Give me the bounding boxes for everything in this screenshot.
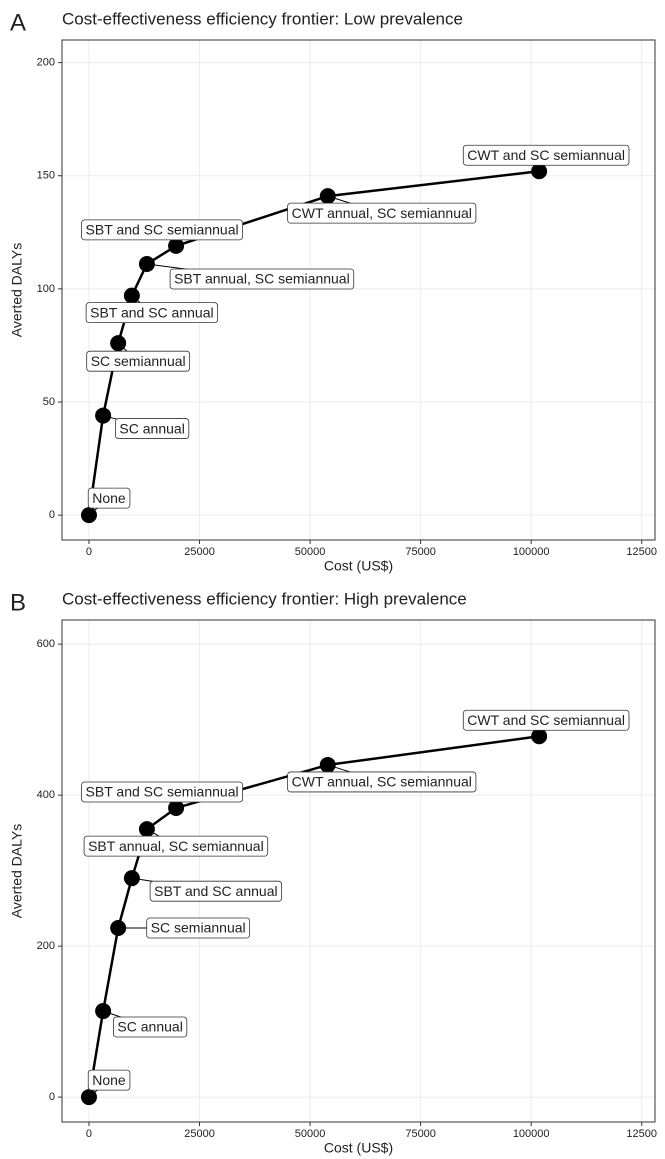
label-box (86, 350, 191, 372)
label-box (287, 771, 477, 793)
point-label: SBT annual, SC semiannual (83, 828, 269, 857)
label-text: CWT annual, SC semiannual (292, 205, 472, 221)
x-tick-label: 50000 (295, 546, 326, 558)
point-label: SBT and SC annual (131, 877, 283, 902)
label-text: CWT and SC semiannual (467, 712, 625, 728)
label-box (83, 835, 269, 857)
label-box (113, 1016, 188, 1038)
x-tick-label: 25000 (184, 546, 215, 558)
panel-letter: A (10, 9, 26, 36)
y-axis-title: Averted DALYs (9, 243, 25, 337)
label-text: SBT and SC annual (154, 883, 278, 899)
label-box (146, 917, 251, 939)
point-label: CWT and SC semiannual (462, 144, 630, 172)
plot-area (62, 40, 655, 540)
x-tick-label: 50000 (295, 1128, 326, 1140)
plot-border (61, 619, 656, 1123)
label-text: None (92, 1072, 126, 1088)
x-tick-label: 12500 (626, 546, 657, 558)
x-tick-label: 0 (86, 1128, 92, 1140)
point-label: SBT annual, SC semiannual (146, 263, 355, 290)
point-label: SBT and SC annual (85, 295, 219, 324)
x-tick-label: 25000 (184, 1128, 215, 1140)
label-text: SBT and SC semiannual (86, 784, 239, 800)
label-text: SC annual (117, 1019, 182, 1035)
label-text: SC semiannual (151, 920, 246, 936)
label-box (462, 709, 630, 731)
point-label: SC annual (102, 415, 190, 439)
y-tick-label: 400 (37, 789, 55, 801)
y-tick-label: 200 (37, 57, 55, 69)
label-box (85, 302, 219, 324)
label-text: SBT and SC annual (90, 304, 214, 320)
label-box (149, 880, 283, 902)
label-box (87, 487, 131, 509)
point-label: None (87, 1069, 131, 1098)
point-label: SBT and SC semiannual (81, 219, 244, 247)
x-tick-label: 100000 (513, 1128, 550, 1140)
y-tick-label: 600 (37, 638, 55, 650)
point-label: CWT annual, SC semiannual (287, 764, 477, 793)
x-tick-label: 100000 (513, 546, 550, 558)
label-text: None (92, 490, 126, 506)
point-label: None (87, 487, 131, 516)
label-text: SBT annual, SC semiannual (88, 838, 264, 854)
y-tick-label: 50 (43, 396, 55, 408)
point-label: SC semiannual (86, 342, 191, 372)
x-tick-label: 75000 (405, 1128, 436, 1140)
label-box (115, 418, 190, 439)
y-axis-title: Averted DALYs (9, 824, 25, 918)
panel-letter: B (10, 589, 26, 616)
label-text: SC annual (119, 420, 184, 436)
y-tick-label: 0 (49, 1091, 55, 1103)
label-text: SBT annual, SC semiannual (174, 271, 350, 287)
x-tick-label: 75000 (405, 546, 436, 558)
chart-title: Cost-effectiveness efficiency frontier: … (62, 589, 467, 608)
y-tick-label: 150 (37, 170, 55, 182)
x-tick-label: 12500 (626, 1128, 657, 1140)
label-text: CWT and SC semiannual (467, 147, 625, 163)
point-label: SC semiannual (118, 917, 251, 939)
label-box (87, 1069, 131, 1091)
label-text: SC semiannual (91, 353, 186, 369)
y-tick-label: 100 (37, 283, 55, 295)
point-label: SC annual (102, 1010, 188, 1038)
label-box (169, 268, 355, 290)
point-label: CWT annual, SC semiannual (287, 195, 477, 224)
plot-border (61, 39, 656, 541)
x-axis-title: Cost (US$) (324, 1140, 393, 1156)
point-label: SBT and SC semiannual (81, 781, 244, 809)
y-tick-label: 0 (49, 509, 55, 521)
y-tick-label: 200 (37, 940, 55, 952)
plot-area (62, 620, 655, 1122)
label-box (462, 144, 630, 166)
point-label: CWT and SC semiannual (462, 709, 630, 737)
label-text: CWT annual, SC semiannual (292, 774, 472, 790)
label-box (81, 219, 244, 241)
x-axis-title: Cost (US$) (324, 558, 393, 574)
x-tick-label: 0 (86, 546, 92, 558)
chart-title: Cost-effectiveness efficiency frontier: … (62, 9, 463, 28)
label-text: SBT and SC semiannual (86, 222, 239, 238)
label-box (287, 202, 477, 224)
label-box (81, 781, 244, 803)
